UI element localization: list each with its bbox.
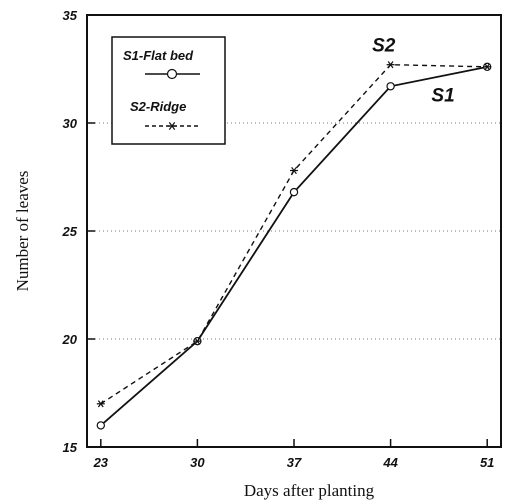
legend: S1-Flat bed S2-Ridge <box>111 36 226 145</box>
data-point-s1 <box>96 421 106 430</box>
data-point-s2 <box>193 337 202 345</box>
y-axis-label: Number of leaves <box>13 171 32 292</box>
x-axis: 23 30 37 44 51 <box>93 439 494 470</box>
y-tick-label: 25 <box>62 224 78 239</box>
data-point-s1 <box>386 82 395 91</box>
data-point-s1 <box>289 187 299 197</box>
legend-marker-s1 <box>166 68 178 80</box>
y-tick-label: 35 <box>63 8 78 23</box>
data-point-s2 <box>483 63 492 71</box>
legend-entry-s1: S1-Flat bed <box>123 48 194 63</box>
data-point-s2 <box>290 166 298 175</box>
x-tick-label: 44 <box>382 455 398 470</box>
annotation-s1: S1 <box>431 85 454 106</box>
y-tick-label: 30 <box>63 116 78 131</box>
legend-entry-s2: S2-Ridge <box>130 99 186 114</box>
x-tick-label: 51 <box>480 455 494 470</box>
data-point-s2 <box>386 61 395 69</box>
y-axis: 15 20 25 30 35 <box>62 8 95 455</box>
annotation-s2: S2 <box>372 36 396 57</box>
series-line-s2 <box>100 63 488 405</box>
annotations: S2 S1 <box>372 36 455 107</box>
legend-marker-s2 <box>167 122 177 130</box>
x-axis-label: Days after planting <box>244 481 375 500</box>
y-tick-label: 15 <box>63 440 78 455</box>
x-tick-label: 30 <box>190 455 205 470</box>
x-tick-label: 37 <box>287 455 302 470</box>
legend-asterisk-icon <box>167 122 177 130</box>
y-tick-label: 20 <box>62 332 78 347</box>
data-point-s2 <box>96 400 105 408</box>
grid-lines <box>87 122 501 340</box>
series-group <box>96 61 492 430</box>
x-tick-label: 23 <box>93 455 109 470</box>
